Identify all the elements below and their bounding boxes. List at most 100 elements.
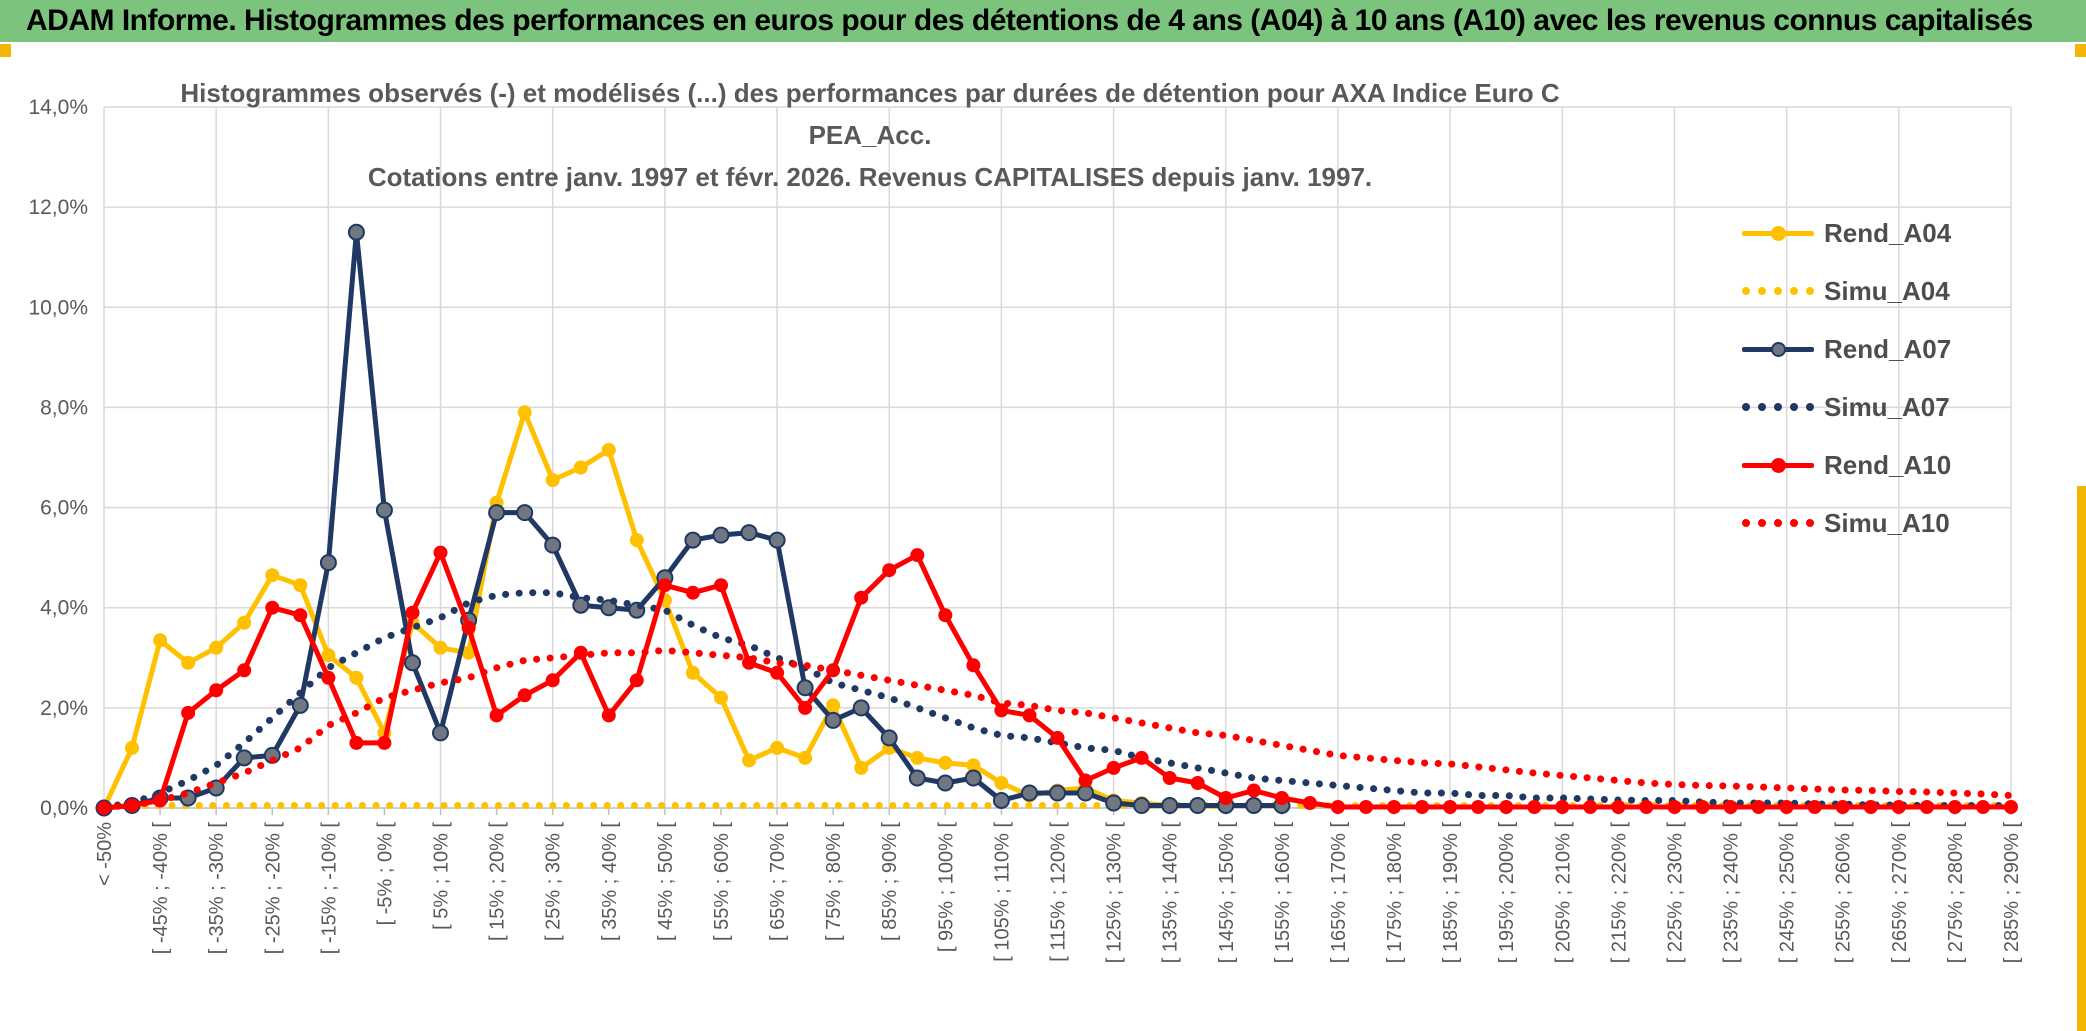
series-Rend_A10-marker (1807, 800, 1822, 814)
series-Rend_A04-marker (517, 405, 532, 420)
series-Rend_A04-marker (237, 615, 252, 630)
legend-swatch-simu-a07 (1742, 399, 1814, 415)
series-Rend_A04-marker (125, 740, 139, 755)
x-tick-label: [ 225% ; 230% [ (1664, 822, 1686, 964)
series-Rend_A10-marker (433, 545, 448, 560)
series-Rend_A04-marker (181, 655, 196, 670)
x-tick-label: [ 125% ; 130% [ (1104, 822, 1126, 964)
series-Rend_A10-marker (1779, 800, 1794, 814)
series-Rend_A07-marker (291, 696, 309, 714)
series-Rend_A10-marker (1891, 800, 1906, 814)
x-tick-label: [ -35% ; -30% [ (206, 822, 228, 955)
y-tick-label: 8,0% (40, 396, 88, 419)
report-title: ADAM Informe. Histogrammes des performan… (26, 4, 2033, 37)
series-Rend_A10-marker (293, 608, 308, 623)
series-Rend_A10-marker (685, 585, 700, 600)
series-Rend_A10-marker (237, 663, 252, 678)
series-Rend_A10-marker (1835, 800, 1850, 814)
series-Rend_A07-marker (1161, 797, 1179, 814)
series-Rend_A10-marker (882, 563, 897, 578)
legend-item-rend-a07: Rend_A07 (1742, 320, 2072, 378)
x-tick-label: [ 145% ; 150% [ (1216, 822, 1238, 964)
x-tick-label: [ -45% ; -40% [ (150, 822, 172, 955)
chart-title: Histogrammes observés (-) et modélisés (… (150, 72, 1590, 198)
series-Rend_A04-marker (349, 670, 364, 685)
x-tick-label: [ 185% ; 190% [ (1440, 822, 1462, 964)
series-Rend_A10-marker (2004, 800, 2018, 814)
series-Rend_A04-marker (433, 640, 448, 655)
x-tick-label: [ 85% ; 90% [ (879, 822, 901, 941)
series-Rend_A10-marker (321, 670, 336, 685)
y-tick-label: 4,0% (40, 597, 88, 620)
series-Rend_A10-marker (1443, 800, 1458, 814)
series-Rend_A07-marker (516, 504, 534, 522)
series-Rend_A07-marker (908, 769, 926, 787)
series-Rend_A10-marker (349, 735, 364, 750)
series-Rend_A04-marker (714, 690, 728, 705)
series-Rend_A10-marker (517, 688, 532, 703)
series-Rend_A10-marker (1274, 791, 1289, 805)
series-Rend_A07-marker (964, 769, 982, 787)
series-Rend_A04-marker (293, 578, 308, 593)
series-Rend_A10-marker (461, 620, 476, 635)
series-Rend_A04-marker (153, 633, 168, 648)
series-Rend_A07-marker (404, 654, 421, 672)
series-Rend_A07-marker (936, 774, 954, 792)
series-Rend_A10-marker (545, 673, 560, 688)
x-tick-label: [ 115% ; 120% [ (1048, 822, 1070, 962)
series-Rend_A10-marker (1050, 730, 1065, 745)
legend-item-simu-a10: Simu_A10 (1742, 494, 2072, 552)
report-title-banner: ADAM Informe. Histogrammes des performan… (0, 0, 2086, 44)
x-tick-label: [ -5% ; 0% [ (374, 822, 396, 926)
y-tick-label: 12,0% (28, 196, 88, 219)
series-Rend_A07-marker (1049, 784, 1066, 802)
series-Rend_A10-marker (770, 665, 785, 680)
chart-title-line2: Cotations entre janv. 1997 et févr. 2026… (367, 162, 1373, 192)
series-Rend_A10-marker (994, 703, 1009, 718)
x-tick-label: [ 55% ; 60% [ (711, 822, 733, 941)
series-Rend_A07-marker (375, 501, 393, 519)
series-Rend_A07-marker (488, 504, 506, 522)
series-Rend_A10-marker (209, 683, 224, 698)
gold-accent-right-strip (2077, 486, 2086, 1031)
series-Rend_A04-marker (545, 473, 560, 487)
series-Rend_A07-marker (572, 596, 590, 614)
x-tick-label: [ 275% ; 280% [ (1945, 822, 1967, 964)
series-Rend_A10-marker (629, 673, 644, 688)
series-Rend_A10-marker (1302, 796, 1317, 810)
series-Rend_A07-marker (347, 223, 365, 241)
x-tick-label: [ 45% ; 50% [ (655, 822, 677, 941)
series-Rend_A10-marker (1611, 800, 1626, 814)
chart-legend: Rend_A04 Simu_A04 Rend_A07 Simu_A07 Rend… (1742, 204, 2072, 552)
series-Rend_A10-marker (1415, 800, 1430, 814)
series-Rend_A04-marker (770, 740, 785, 755)
series-Rend_A04-marker (826, 698, 841, 713)
series-Rend_A10-marker (657, 578, 672, 593)
series-Rend_A07-marker (1133, 797, 1151, 814)
legend-item-simu-a04: Simu_A04 (1742, 262, 2072, 320)
y-tick-label: 10,0% (28, 296, 88, 319)
series-Rend_A10-marker (798, 700, 813, 715)
legend-item-rend-a10: Rend_A10 (1742, 436, 2072, 494)
series-Rend_A10-marker (1162, 771, 1177, 785)
x-tick-label: [ 265% ; 270% [ (1889, 822, 1911, 964)
y-tick-label: 0,0% (40, 797, 88, 820)
series-Rend_A10-marker (1667, 800, 1682, 814)
series-Simu_A07-dotted-line (100, 589, 2015, 811)
y-tick-label: 6,0% (40, 497, 88, 520)
series-Rend_A10-marker (854, 590, 869, 605)
legend-swatch-rend-a07 (1742, 341, 1814, 357)
gold-accent-top-right (2075, 44, 2086, 57)
x-tick-label: [ 135% ; 140% [ (1160, 822, 1182, 964)
series-Rend_A07-marker (1105, 794, 1123, 812)
series-Rend_A10-marker (1022, 708, 1037, 723)
series-Rend_A07-marker (684, 531, 702, 549)
series-Rend_A04-marker (910, 750, 925, 765)
series-Simu_A10-dotted-line (100, 646, 2015, 811)
series-Rend_A10-marker (1218, 791, 1233, 805)
series-Rend_A07-marker (796, 679, 814, 697)
series-Rend_A10-marker (1723, 800, 1738, 814)
series-Rend_A07-marker (544, 536, 562, 554)
series-Rend_A10-marker (601, 708, 616, 723)
